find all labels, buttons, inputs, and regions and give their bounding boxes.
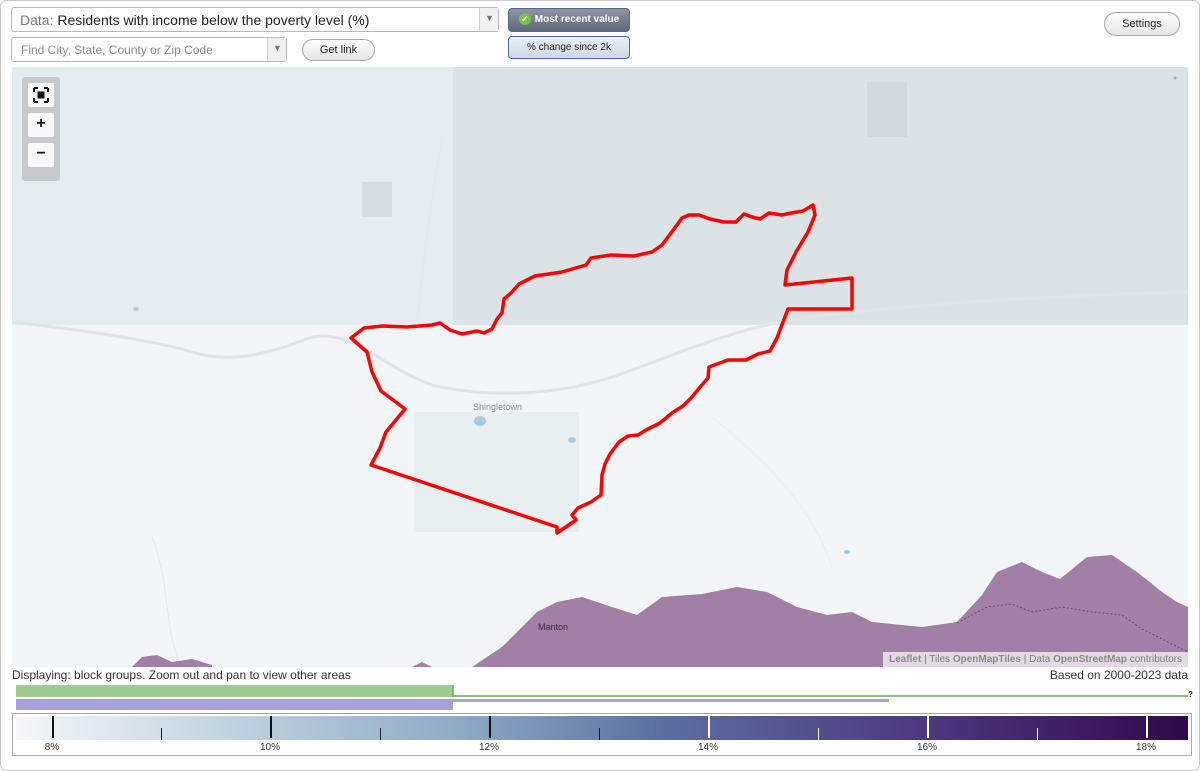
water-body (133, 307, 139, 311)
openstreetmap-link[interactable]: OpenStreetMap (1053, 654, 1127, 665)
help-icon[interactable]: ? (1188, 690, 1193, 699)
chevron-down-icon[interactable]: ▼ (267, 38, 286, 61)
legend-label: 8% (44, 742, 60, 753)
most-recent-label: Most recent value (534, 14, 620, 25)
data-value: Residents with income below the poverty … (57, 12, 370, 28)
zoom-control: + − (22, 77, 60, 181)
legend-tick (927, 716, 929, 738)
urban-area (414, 412, 579, 532)
choropleth-region[interactable] (472, 555, 1188, 667)
map-canvas (12, 67, 1188, 667)
histogram-line-top (452, 685, 1188, 697)
place-label-shingletown: Shingletown (473, 402, 523, 412)
zoom-in-button[interactable]: + (28, 113, 54, 137)
attribution-text: contributors (1129, 654, 1182, 665)
road (416, 136, 443, 328)
legend-tick (818, 728, 819, 740)
color-legend: 8% 10% 12% 14% 16% 18% (12, 713, 1192, 756)
legend-label: 10% (259, 742, 281, 753)
legend-tick (1037, 728, 1038, 740)
choropleth-region[interactable] (412, 662, 432, 667)
percent-change-toggle[interactable]: % change since 2k (508, 36, 630, 59)
legend-label: 14% (697, 742, 719, 753)
legend-tick (708, 716, 710, 738)
water-body (568, 437, 576, 443)
legend-tick (270, 716, 272, 738)
toolbar: Data: Residents with income below the po… (0, 0, 1200, 66)
legend-label: 18% (1135, 742, 1157, 753)
displaying-info: Displaying: block groups. Zoom out and p… (12, 668, 351, 682)
zoom-out-button[interactable]: − (28, 143, 54, 167)
most-recent-value-toggle[interactable]: ✓ Most recent value (508, 8, 630, 32)
data-select-text: Data: Residents with income below the po… (20, 12, 369, 28)
search-input[interactable] (13, 39, 265, 60)
legend-tick (1146, 716, 1148, 738)
check-icon: ✓ (518, 13, 531, 26)
openmaptiles-link[interactable]: OpenMapTiles (952, 654, 1021, 665)
attribution-text: | Tiles (924, 654, 951, 665)
histogram-bar-bottom (453, 699, 889, 702)
data-prefix: Data: (20, 12, 54, 28)
highway-road (12, 290, 1188, 395)
settings-button[interactable]: Settings (1104, 12, 1180, 36)
leaflet-link[interactable]: Leaflet (889, 654, 922, 665)
map-tile (453, 67, 1188, 325)
legend-gradient (16, 716, 1188, 740)
stream (151, 536, 183, 667)
water-body (844, 550, 850, 554)
histogram-bar-top (16, 685, 453, 697)
attribution-text: | Data (1023, 654, 1051, 665)
location-search[interactable]: ▼ (11, 37, 287, 62)
data-range-info: Based on 2000-2023 data (1049, 668, 1188, 682)
map-marker-dot (1173, 76, 1177, 80)
legend-tick (489, 716, 491, 738)
get-link-button[interactable]: Get link (302, 39, 375, 61)
legend-label: 16% (916, 742, 938, 753)
legend-tick (161, 728, 162, 740)
distribution-histogram (16, 685, 1188, 710)
legend-tick (599, 728, 600, 740)
legend-tick (380, 728, 381, 740)
fullscreen-icon[interactable] (28, 83, 54, 107)
stream (711, 416, 833, 568)
terrain-patch (362, 182, 392, 217)
legend-tick (52, 716, 54, 738)
data-select[interactable]: Data: Residents with income below the po… (11, 7, 499, 32)
map[interactable]: Shingletown Manton + − Leaflet | Tiles O… (12, 67, 1188, 667)
legend-label: 12% (478, 742, 500, 753)
terrain-patch (867, 82, 907, 137)
place-label-manton: Manton (538, 622, 569, 632)
selected-area-outline[interactable] (349, 203, 854, 535)
choropleth-region[interactable] (132, 655, 212, 667)
map-attribution: Leaflet | Tiles OpenMapTiles | Data Open… (883, 652, 1188, 667)
water-body (474, 416, 486, 426)
chevron-down-icon[interactable]: ▼ (479, 8, 498, 31)
histogram-bar-bottom (16, 699, 453, 710)
